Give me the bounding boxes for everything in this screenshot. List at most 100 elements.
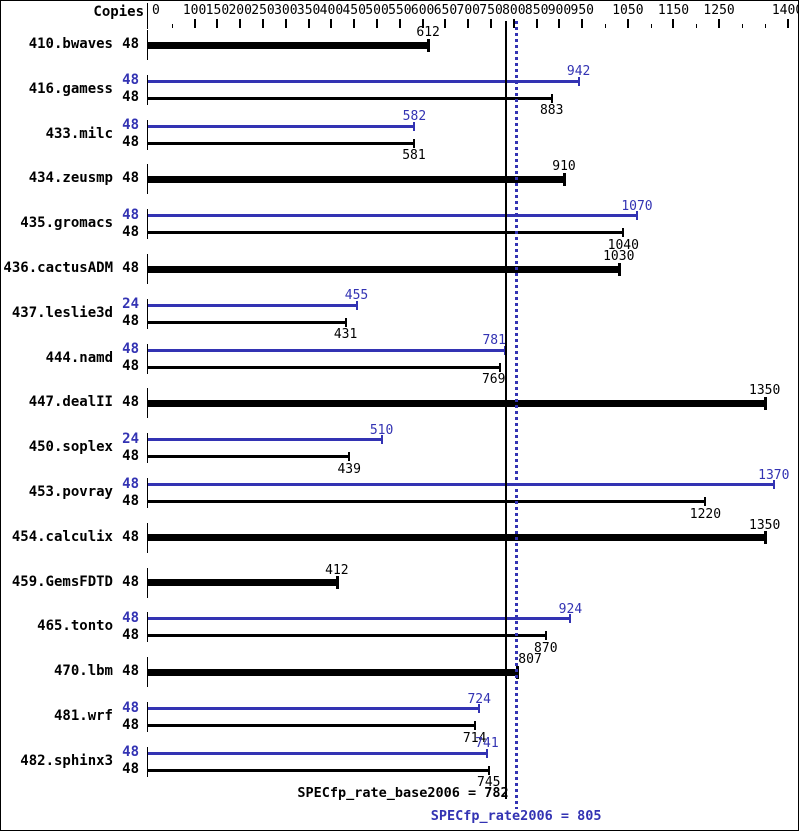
axis-major-tick	[330, 19, 333, 28]
copies-value: 48	[122, 663, 139, 680]
copies-value: 48	[122, 117, 139, 134]
bar-value-label: 612	[416, 25, 440, 40]
bar-end-cap	[348, 452, 351, 462]
peak-rate-bar	[148, 79, 579, 83]
peak-rate-bar	[148, 483, 774, 486]
axis-major-tick	[193, 19, 196, 28]
bar-value-label: 581	[402, 148, 426, 164]
copies-value: 48	[122, 394, 139, 411]
base-rate-reference-line	[504, 21, 507, 799]
copies-value: 48	[122, 699, 139, 716]
base-rate-bar	[148, 41, 429, 49]
bar-end-cap	[355, 300, 358, 310]
base-rate-summary-label: SPECfp_rate_base2006 = 782	[297, 785, 509, 801]
axis-major-tick	[307, 19, 310, 28]
bar-value-label: 1070	[621, 198, 653, 214]
benchmark-label: 410.bwaves	[28, 36, 113, 52]
benchmark-label: 434.zeusmp	[28, 170, 113, 187]
peak-rate-bar	[148, 751, 487, 755]
bar-value-label: 1370	[758, 467, 790, 483]
copies-value: 48	[122, 573, 139, 590]
copies-value: 24	[122, 430, 139, 447]
axis-major-tick	[581, 19, 584, 28]
axis-minor-tick	[764, 24, 766, 28]
bar-end-cap	[485, 748, 488, 758]
axis-tick-label: 1150	[657, 3, 690, 18]
axis-tick-label: 1400	[771, 3, 798, 18]
axis-major-tick	[444, 19, 447, 28]
benchmark-label: 454.calculix	[11, 528, 113, 545]
bar-end-cap	[569, 614, 572, 624]
base-rate-bar	[148, 768, 489, 772]
bar-value-label: 724	[467, 691, 491, 707]
base-rate-bar	[148, 265, 619, 273]
benchmark-label: 433.milc	[45, 125, 113, 142]
axis-tick-label: 150	[205, 3, 230, 18]
benchmark-label: 459.GemsFDTD	[11, 573, 113, 590]
axis-major-tick	[353, 19, 356, 28]
bar-value-label: 745	[477, 775, 501, 791]
base-rate-bar	[148, 668, 518, 676]
axis-tick-label: 100	[182, 3, 207, 18]
axis-tick-label: 0	[152, 3, 160, 18]
copies-value: 48	[122, 260, 139, 276]
axis-tick-label: 650	[433, 3, 458, 18]
axis-major-tick	[786, 19, 789, 28]
copies-value: 48	[122, 626, 139, 643]
bar-end-cap	[487, 765, 490, 775]
copies-value: 48	[122, 341, 139, 358]
base-rate-bar	[148, 141, 414, 145]
benchmark-label: 482.sphinx3	[20, 752, 113, 769]
bar-value-label: 1040	[607, 237, 639, 253]
base-rate-bar	[148, 175, 565, 183]
axis-tick-label: 400	[319, 3, 344, 18]
group-axis-segment	[147, 209, 148, 240]
axis-tick-label: 550	[388, 3, 412, 18]
copies-value: 48	[122, 36, 139, 52]
copies-value: 48	[122, 475, 139, 492]
axis-minor-tick	[650, 24, 652, 28]
axis-origin-line	[147, 3, 148, 29]
bar-value-label: 1030	[603, 249, 635, 264]
bar-value-label: 924	[558, 601, 583, 617]
axis-minor-tick	[696, 24, 698, 28]
axis-tick-label: 1250	[703, 3, 735, 18]
axis-major-tick	[535, 19, 538, 28]
group-axis-segment	[147, 657, 148, 688]
base-rate-bar	[148, 455, 350, 459]
copies-value: 48	[122, 609, 139, 626]
peak-rate-summary-label: SPECfp_rate2006 = 805	[430, 808, 602, 824]
bar-end-cap	[335, 576, 339, 590]
axis-minor-tick	[741, 24, 743, 28]
base-rate-bar	[148, 231, 624, 235]
group-axis-segment	[147, 74, 148, 105]
axis-tick-label: 200	[228, 3, 252, 18]
bar-value-label: 807	[518, 652, 542, 668]
copies-value: 24	[122, 296, 139, 313]
bar-value-label: 714	[462, 730, 487, 746]
bar-value-label: 1220	[689, 506, 722, 522]
bar-value-label: 910	[552, 159, 576, 175]
axis-major-tick	[376, 19, 379, 28]
base-rate-bar	[148, 365, 500, 369]
peak-rate-bar	[148, 214, 637, 218]
base-rate-bar	[148, 399, 765, 407]
axis-major-tick	[718, 19, 721, 28]
copies-value: 48	[122, 223, 139, 240]
group-axis-segment	[147, 433, 148, 464]
bar-end-cap	[498, 362, 501, 372]
group-axis-segment	[147, 567, 148, 598]
axis-tick-label: 750	[479, 3, 503, 18]
copies-column-header: Copies	[93, 4, 144, 20]
bar-value-label: 741	[475, 736, 499, 752]
axis-major-tick	[490, 19, 493, 28]
bar-end-cap	[412, 138, 415, 148]
bar-end-cap	[617, 262, 621, 276]
axis-major-tick	[512, 19, 515, 28]
axis-major-tick	[216, 19, 219, 28]
benchmark-label: 465.tonto	[37, 618, 113, 635]
bar-value-label: 455	[344, 288, 369, 304]
base-rate-bar	[148, 96, 552, 100]
group-axis-segment	[147, 30, 148, 60]
